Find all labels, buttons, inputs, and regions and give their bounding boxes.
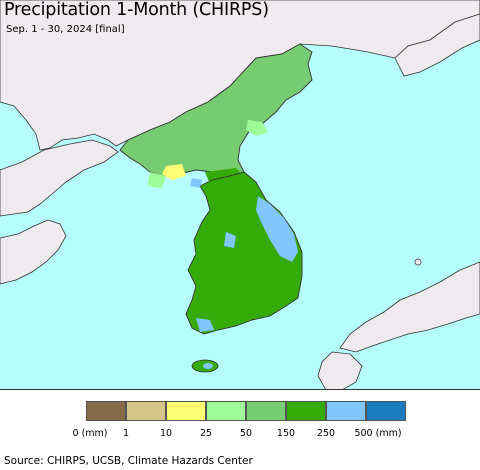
nk-blue-patch (190, 178, 202, 188)
ulleung-island (414, 258, 422, 266)
kyushu (317, 351, 363, 389)
nk-light-green-patch-2 (148, 172, 166, 188)
legend: 0 (mm) 1 10 25 50 150 250 500 (mm) (0, 390, 480, 450)
legend-tick-7: 500 (mm) (354, 428, 402, 439)
legend-tick-0: 0 (mm) (72, 428, 108, 439)
japan-landmass (339, 261, 480, 353)
precipitation-map (0, 0, 480, 389)
legend-swatch-0 (86, 401, 126, 421)
legend-tick-4: 50 (239, 428, 253, 439)
southwest-blue-patch (196, 318, 214, 332)
legend-tick-5: 150 (276, 428, 296, 439)
map-subtitle: Sep. 1 - 30, 2024 [final] (6, 24, 125, 35)
jeju-blue (203, 363, 213, 369)
legend-swatch-5 (286, 401, 326, 421)
legend-swatch-4 (246, 401, 286, 421)
nk-light-green-patch (246, 120, 268, 136)
legend-swatch-7 (366, 401, 406, 421)
legend-tick-2: 10 (159, 428, 173, 439)
legend-swatch-1 (126, 401, 166, 421)
liaodong-peninsula (0, 139, 119, 217)
legend-swatch-6 (326, 401, 366, 421)
russia-coast (394, 0, 480, 77)
legend-swatch-3 (206, 401, 246, 421)
legend-tick-6: 250 (316, 428, 336, 439)
east-coast-heavy-rain (256, 196, 298, 262)
legend-tick-3: 25 (199, 428, 213, 439)
legend-swatch-2 (166, 401, 206, 421)
source-credit: Source: CHIRPS, UCSB, Climate Hazards Ce… (4, 455, 253, 467)
legend-tick-1: 1 (122, 428, 130, 439)
shandong-peninsula (0, 219, 67, 285)
nk-yellow-patch (162, 164, 186, 180)
map-panel: Precipitation 1-Month (CHIRPS) Sep. 1 - … (0, 0, 480, 390)
map-title: Precipitation 1-Month (CHIRPS) (4, 0, 269, 20)
central-blue-patch (224, 232, 236, 248)
